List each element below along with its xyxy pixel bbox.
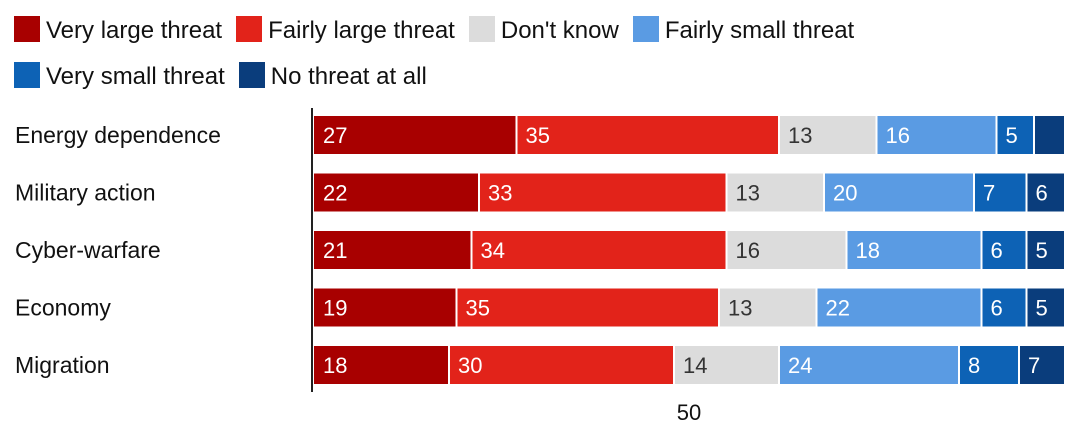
data-label: 5 [1006, 123, 1018, 148]
legend: Very large threat Fairly large threat Don'… [14, 8, 1074, 100]
bar-segment-don-t-know [726, 173, 824, 212]
bar-segment-very-small-threat [981, 288, 1027, 327]
category-label: Migration [15, 352, 110, 378]
bar-segment-no-threat-at-all [1026, 173, 1064, 212]
legend-item-very-large-threat: Very large threat [14, 8, 222, 54]
legend-item-very-small-threat: Very small threat [14, 54, 225, 100]
data-label: 22 [323, 181, 347, 206]
data-label: 34 [481, 238, 505, 263]
data-label: 16 [736, 238, 760, 263]
data-label: 33 [488, 181, 512, 206]
bar-segment-fairly-large-threat [456, 288, 719, 327]
data-label: 35 [466, 296, 490, 321]
bar-segment-very-small-threat [996, 116, 1034, 154]
data-label: 22 [826, 296, 850, 321]
data-label: 7 [1028, 353, 1040, 378]
bar-segment-fairly-small-threat [824, 173, 974, 212]
bar-segment-don-t-know [674, 346, 779, 384]
legend-swatch [14, 16, 40, 42]
legend-item-fairly-small-threat: Fairly small threat [632, 8, 855, 54]
data-label: 13 [736, 181, 760, 206]
bar-segment-don-t-know [726, 231, 847, 269]
bar-segment-very-small-threat [974, 173, 1027, 212]
bar-segment-no-threat-at-all [1034, 116, 1064, 154]
legend-label: Don't know [500, 17, 619, 44]
category-label: Cyber-warfare [15, 237, 161, 263]
data-label: 5 [1036, 296, 1048, 321]
data-label: 19 [323, 296, 347, 321]
data-label: 18 [323, 353, 347, 378]
category-label: Energy dependence [15, 122, 221, 148]
bar-segment-no-threat-at-all [1026, 231, 1064, 269]
legend-swatch [14, 62, 40, 88]
data-label: 13 [728, 296, 752, 321]
bar-segment-no-threat-at-all [1026, 288, 1064, 327]
legend-label: No threat at all [270, 63, 427, 90]
bar-segment-very-large-threat [314, 288, 457, 327]
data-label: 8 [968, 353, 980, 378]
category-label: Economy [15, 295, 111, 321]
bar-segment-fairly-small-threat [779, 346, 959, 384]
data-label: 16 [886, 123, 910, 148]
data-label: 27 [323, 123, 347, 148]
data-label: 21 [323, 238, 347, 263]
data-label: 6 [991, 238, 1003, 263]
legend-swatch [236, 16, 263, 42]
bar-segment-fairly-small-threat [876, 116, 997, 154]
data-label: 6 [1036, 181, 1048, 206]
legend-label: Fairly large threat [268, 17, 455, 44]
data-label: 13 [788, 123, 812, 148]
bar-segment-fairly-large-threat [449, 346, 674, 384]
bar-segment-fairly-large-threat [471, 231, 727, 269]
bar-segment-fairly-large-threat [516, 116, 779, 154]
legend-item-fairly-large-threat: Fairly large threat [236, 8, 455, 54]
bar-segment-fairly-small-threat [846, 231, 982, 269]
data-label: 7 [983, 181, 995, 206]
legend-swatch [238, 62, 265, 88]
legend-swatch [468, 16, 495, 42]
category-label: Military action [15, 180, 156, 206]
bar-segment-very-small-threat [981, 231, 1027, 269]
data-label: 20 [833, 181, 857, 206]
legend-label: Very small threat [46, 63, 225, 90]
legend-item-no-threat-at-all: No threat at all [238, 54, 427, 100]
x-tick-label: 50 [677, 400, 701, 425]
legend-label: Fairly small threat [664, 17, 855, 44]
bar-segment-very-large-threat [314, 231, 472, 269]
bar-segment-don-t-know [719, 288, 817, 327]
data-label: 24 [788, 353, 812, 378]
legend-item-don-t-know: Don't know [468, 8, 619, 54]
data-label: 6 [991, 296, 1003, 321]
bar-segment-no-threat-at-all [1019, 346, 1064, 384]
bar-segment-don-t-know [779, 116, 877, 154]
bar-segment-very-large-threat [314, 346, 449, 384]
bar-segment-very-large-threat [314, 173, 479, 212]
bar-segment-fairly-small-threat [816, 288, 982, 327]
data-label: 18 [856, 238, 880, 263]
data-label: 14 [683, 353, 707, 378]
legend-label: Very large threat [46, 17, 223, 44]
data-label: 5 [1036, 238, 1048, 263]
bar-segment-fairly-large-threat [479, 173, 727, 212]
bar-segment-very-small-threat [959, 346, 1019, 384]
legend-swatch [632, 16, 659, 42]
data-label: 35 [526, 123, 550, 148]
data-label: 30 [458, 353, 482, 378]
bar-segment-very-large-threat [314, 116, 517, 154]
